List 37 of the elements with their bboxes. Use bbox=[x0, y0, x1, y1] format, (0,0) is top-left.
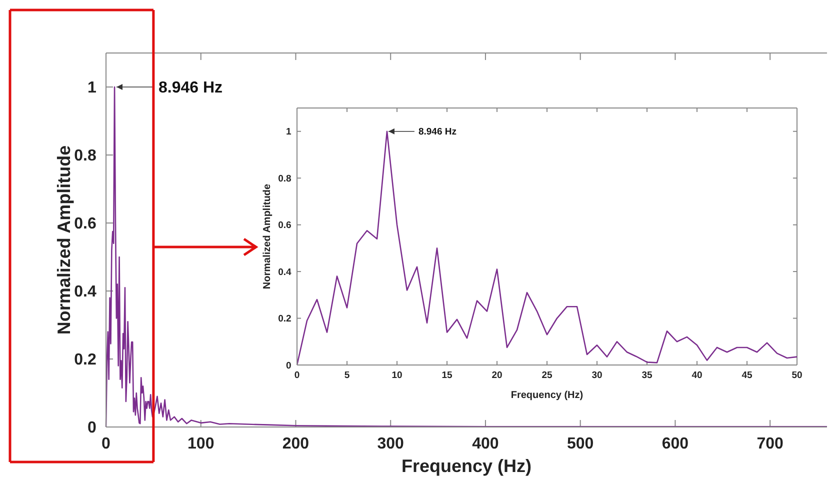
y-tick-label: 1 bbox=[286, 126, 292, 138]
x-tick-label: 25 bbox=[542, 370, 553, 381]
x-tick-label: 45 bbox=[742, 370, 753, 381]
y-tick-label: 0.6 bbox=[74, 216, 96, 233]
x-tick-label: 300 bbox=[377, 436, 404, 453]
x-tick-label: 35 bbox=[642, 370, 653, 381]
x-tick-label: 30 bbox=[592, 370, 602, 381]
x-tick-label: 100 bbox=[188, 436, 214, 453]
x-tick-label: 10 bbox=[392, 370, 402, 381]
x-tick-label: 40 bbox=[692, 370, 702, 381]
y-tick-label: 0.2 bbox=[278, 314, 292, 325]
x-tick-label: 500 bbox=[566, 436, 594, 453]
x-tick-label: 50 bbox=[792, 370, 802, 381]
x-tick-label: 200 bbox=[282, 436, 310, 453]
annotation: 8.946 Hz bbox=[418, 126, 457, 138]
y-tick-label: 0 bbox=[286, 360, 292, 372]
x-axis-title: Frequency (Hz) bbox=[510, 390, 584, 401]
y-axis-title: Normalized Amplitude bbox=[54, 145, 74, 335]
x-tick-label: 15 bbox=[442, 370, 453, 381]
y-tick-label: 0.6 bbox=[278, 220, 292, 232]
y-axis-title: Normalized Amplitude bbox=[262, 183, 273, 290]
x-tick-label: 400 bbox=[472, 436, 499, 453]
y-tick-label: 0.2 bbox=[74, 352, 96, 369]
x-tick-label: 0 bbox=[294, 370, 300, 381]
y-tick-label: 0 bbox=[87, 420, 96, 437]
x-tick-label: 0 bbox=[102, 436, 111, 453]
x-axis-title: Frequency (Hz) bbox=[401, 456, 532, 476]
x-tick-label: 700 bbox=[756, 436, 784, 453]
annotation: 8.946 Hz bbox=[158, 80, 223, 97]
x-tick-label: 20 bbox=[492, 370, 502, 381]
y-tick-label: 1 bbox=[87, 80, 96, 97]
x-tick-label: 600 bbox=[662, 436, 689, 453]
y-tick-label: 0.4 bbox=[278, 266, 292, 278]
y-tick-label: 0.8 bbox=[74, 148, 96, 165]
x-tick-label: 5 bbox=[344, 370, 350, 381]
y-tick-label: 0.4 bbox=[74, 284, 96, 301]
y-tick-label: 0.8 bbox=[278, 173, 292, 184]
